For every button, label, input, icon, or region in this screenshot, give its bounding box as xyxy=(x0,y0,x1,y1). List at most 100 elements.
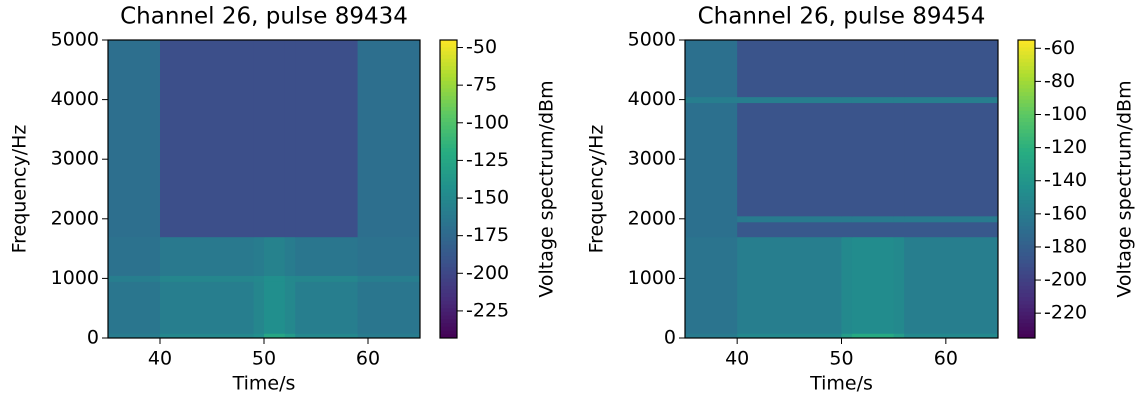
heatmap-cell xyxy=(841,333,853,339)
colorbar-segment xyxy=(440,136,457,142)
y-tick-label: 2000 xyxy=(51,207,99,229)
colorbar-segment xyxy=(1018,263,1035,268)
heatmap-cell xyxy=(904,40,999,98)
colorbar-tick-label: -220 xyxy=(1044,302,1087,324)
colorbar-segment xyxy=(1018,110,1035,115)
colorbar-tick-label: -75 xyxy=(466,74,497,96)
heatmap-cell xyxy=(253,281,265,334)
heatmap-cell xyxy=(108,333,161,339)
colorbar-segment xyxy=(440,319,457,324)
heatmap-cell xyxy=(851,236,895,334)
heatmap-cell xyxy=(737,221,842,238)
colorbar-tick-label: -80 xyxy=(1044,70,1075,92)
heatmap-cell xyxy=(893,96,905,104)
heatmap-cell xyxy=(108,40,161,238)
heatmap-cell xyxy=(685,221,738,238)
heatmap-cell xyxy=(685,40,738,98)
heatmap-cell xyxy=(904,221,999,238)
y-tick-label: 1000 xyxy=(628,267,676,289)
colorbar-segment xyxy=(440,103,457,108)
colorbar-segment xyxy=(440,334,457,339)
colorbar-segment xyxy=(440,237,457,242)
colorbar-segment xyxy=(440,166,457,171)
heatmap-cell xyxy=(357,236,421,276)
colorbar-segment xyxy=(1018,203,1035,209)
colorbar-segment xyxy=(1018,58,1035,63)
colorbar-segment xyxy=(440,181,457,186)
x-tick-label: 60 xyxy=(934,348,958,370)
heatmap-cell xyxy=(264,333,286,339)
colorbar-segment xyxy=(1018,311,1035,317)
y-tick-label: 0 xyxy=(664,327,676,349)
colorbar-segment xyxy=(440,170,457,175)
colorbar-segment xyxy=(440,47,457,52)
y-tick-label: 5000 xyxy=(628,29,676,51)
colorbar-segment xyxy=(440,289,457,294)
colorbar-frame xyxy=(1017,39,1036,339)
colorbar-segment xyxy=(440,43,457,48)
heatmap-cell xyxy=(295,275,359,282)
colorbar-segment xyxy=(440,84,457,89)
colorbar-segment xyxy=(1018,308,1035,313)
colorbar-segment xyxy=(1018,69,1035,75)
colorbar-segment xyxy=(440,308,457,313)
colorbar-segment xyxy=(1018,270,1035,276)
colorbar-segment xyxy=(1018,229,1035,235)
heatmap-cell xyxy=(357,40,421,238)
y-tick-label: 3000 xyxy=(51,148,99,170)
x-tick-label: 60 xyxy=(356,348,380,370)
colorbar-segment xyxy=(440,162,457,168)
colorbar-segment xyxy=(1018,256,1035,261)
colorbar-segment xyxy=(1018,62,1035,67)
heatmap-cell xyxy=(737,96,842,104)
heatmap-cell xyxy=(841,102,853,217)
colorbar-segment xyxy=(1018,174,1035,179)
colorbar-segment xyxy=(440,300,457,305)
colorbar-segment xyxy=(1018,326,1035,332)
colorbar-segment xyxy=(440,304,457,309)
colorbar-segment xyxy=(1018,330,1035,335)
x-tick-label: 50 xyxy=(829,348,853,370)
heatmap-cell xyxy=(253,333,265,339)
colorbar-segment xyxy=(1018,151,1035,156)
chart-title: Channel 26, pulse 89454 xyxy=(698,4,986,30)
colorbar-segment xyxy=(1018,125,1035,130)
colorbar-segment xyxy=(440,107,457,112)
colorbar-segment xyxy=(440,95,457,101)
colorbar-segment xyxy=(1018,121,1035,127)
colorbar-segment xyxy=(1018,233,1035,238)
colorbar-segment xyxy=(1018,252,1035,257)
heatmap-cell xyxy=(284,40,296,238)
heatmap-cell xyxy=(295,333,359,339)
colorbar-segment xyxy=(440,241,457,246)
colorbar-segment xyxy=(440,62,457,67)
colorbar-segment xyxy=(440,267,457,272)
heatmap-cell xyxy=(851,221,895,238)
colorbar-tick-label: -50 xyxy=(466,36,497,58)
colorbar-segment xyxy=(440,274,457,279)
colorbar-tick-label: -225 xyxy=(466,299,509,321)
heatmap-cell xyxy=(851,96,895,104)
colorbar-segment xyxy=(1018,136,1035,142)
colorbar-segment xyxy=(440,110,457,115)
colorbar-segment xyxy=(1018,144,1035,149)
colorbar-segment xyxy=(440,256,457,261)
colorbar-tick-label: -200 xyxy=(1044,269,1087,291)
colorbar-segment xyxy=(1018,95,1035,101)
colorbar-segment xyxy=(1018,185,1035,190)
colorbar-segment xyxy=(440,125,457,130)
colorbar-segment xyxy=(440,51,457,56)
heatmap-cell xyxy=(685,236,738,334)
colorbar-segment xyxy=(440,203,457,209)
colorbar-segment xyxy=(440,58,457,63)
colorbar-segment xyxy=(440,99,457,104)
heatmap-cell xyxy=(357,333,421,339)
colorbar-segment xyxy=(440,233,457,238)
colorbar-segment xyxy=(440,92,457,97)
colorbar-segment xyxy=(1018,54,1035,60)
heatmap-cell xyxy=(357,281,421,334)
colorbar-segment xyxy=(1018,304,1035,309)
heatmap-cell xyxy=(264,236,286,276)
colorbar-segment xyxy=(440,69,457,75)
